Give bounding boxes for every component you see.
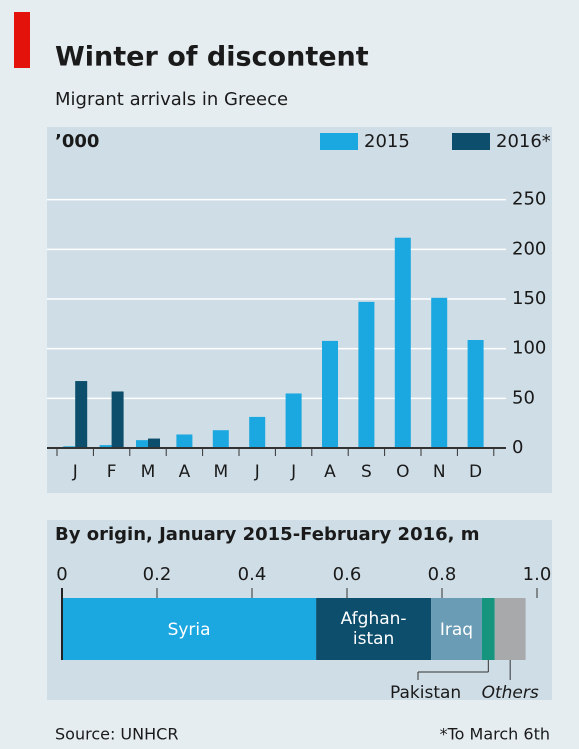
bar [99,445,112,448]
legend-label: 2016* [496,131,551,152]
x-tick-label: F [107,462,117,482]
x-tick-label: A [324,462,336,482]
bar [148,438,160,448]
x-tick-label: M [213,462,228,482]
segment-label: Others [482,683,539,703]
x-tick-label: 0 [56,564,67,585]
unit-label: ’000 [55,131,99,152]
bar [249,416,266,448]
segment [431,598,482,660]
bar [467,340,484,448]
x-tick-label: O [396,462,409,482]
y-tick-label: 150 [512,288,546,309]
bar [212,430,229,448]
x-tick-label: D [469,462,482,482]
segment [481,598,495,660]
x-tick-label: 0.4 [238,564,267,585]
x-tick-label: 0.8 [428,564,457,585]
origin-title: By origin, January 2015-February 2016, m [55,524,480,545]
bar [358,301,375,448]
x-tick-label: J [254,462,260,482]
bar [111,391,124,448]
bar [431,297,448,448]
bar [322,340,338,448]
segment-label: Syria [168,620,211,640]
legend-swatch [320,133,358,150]
footnote: *To March 6th [440,725,550,744]
segment-label: Iraq [440,620,473,640]
x-tick-label: 0.6 [333,564,362,585]
x-tick-label: N [433,462,446,482]
y-tick-label: 0 [512,437,523,458]
legend-swatch [452,133,490,150]
segment-label: Afghan- [341,609,407,629]
segment [316,598,432,660]
segment [62,598,317,660]
subtitle: Migrant arrivals in Greece [55,89,288,110]
y-tick-label: 200 [512,238,546,259]
x-tick-label: A [179,462,191,482]
segment [494,598,526,660]
segment-label: istan [353,629,394,649]
chart-title: Winter of discontent [55,42,369,73]
y-tick-label: 100 [512,338,546,359]
x-tick-label: S [361,462,372,482]
x-tick-label: M [141,462,156,482]
bar [285,393,302,448]
x-tick-label: J [72,462,78,482]
y-tick-label: 50 [512,387,535,408]
bar [176,434,193,448]
source: Source: UNHCR [55,725,178,744]
legend-label: 2015 [364,131,410,152]
bar [136,440,148,448]
x-tick-label: 1.0 [523,564,552,585]
segment-label: Pakistan [390,683,461,703]
bar [394,237,411,448]
y-tick-label: 250 [512,189,546,210]
x-tick-label: 0.2 [143,564,172,585]
x-tick-label: J [290,462,296,482]
bar [75,381,88,448]
red-tag [14,12,30,68]
